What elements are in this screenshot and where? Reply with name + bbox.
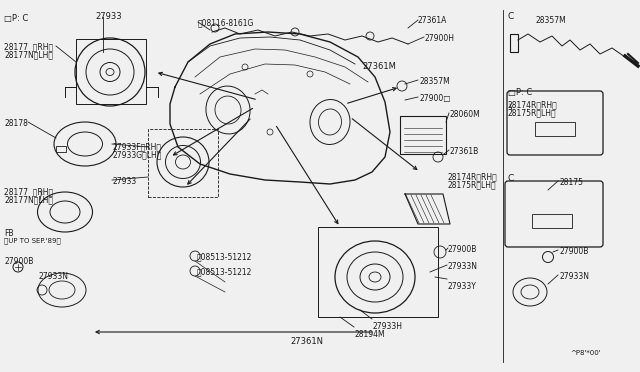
Text: 27900B: 27900B bbox=[448, 245, 477, 254]
Text: □P: C: □P: C bbox=[4, 14, 28, 23]
Text: 27933: 27933 bbox=[95, 12, 122, 21]
Text: Ⓢ08116-8161G: Ⓢ08116-8161G bbox=[198, 18, 254, 27]
Text: 【UP TO SEP.'89】: 【UP TO SEP.'89】 bbox=[4, 237, 61, 244]
Text: 28174R〈RH〉: 28174R〈RH〉 bbox=[508, 100, 557, 109]
Text: ^P8'*00': ^P8'*00' bbox=[570, 350, 600, 356]
Text: 27933: 27933 bbox=[112, 177, 136, 186]
Text: 28357M: 28357M bbox=[420, 77, 451, 86]
Text: Ⓢ08513-51212: Ⓢ08513-51212 bbox=[197, 267, 252, 276]
Text: 27361A: 27361A bbox=[418, 16, 447, 25]
Text: 27361N: 27361N bbox=[290, 337, 323, 346]
Bar bbox=[532, 214, 572, 228]
Text: FB: FB bbox=[4, 229, 13, 238]
Text: 27933N: 27933N bbox=[38, 272, 68, 281]
Text: 27933N: 27933N bbox=[448, 262, 478, 271]
Text: 27933H: 27933H bbox=[373, 322, 403, 331]
Text: 28178: 28178 bbox=[4, 119, 28, 128]
Bar bbox=[510, 34, 518, 52]
Text: 28177  〈RH〉: 28177 〈RH〉 bbox=[4, 187, 53, 196]
Text: Ⓢ08513-51212: Ⓢ08513-51212 bbox=[197, 252, 252, 261]
Bar bbox=[318, 227, 438, 317]
Text: 28177N〈LH〉: 28177N〈LH〉 bbox=[4, 50, 53, 59]
Text: 27900B: 27900B bbox=[560, 247, 589, 256]
Text: 27933F〈RH〉: 27933F〈RH〉 bbox=[112, 142, 161, 151]
Text: 27933N: 27933N bbox=[560, 272, 590, 281]
Text: 28175: 28175 bbox=[560, 178, 584, 187]
Text: 27933G〈LH〉: 27933G〈LH〉 bbox=[112, 150, 161, 159]
Text: 27900B: 27900B bbox=[4, 257, 33, 266]
Text: 28175R〈LH〉: 28175R〈LH〉 bbox=[448, 180, 497, 189]
Text: 28175R〈LH〉: 28175R〈LH〉 bbox=[508, 108, 557, 117]
Text: 27900H: 27900H bbox=[425, 34, 455, 43]
Text: 28177N〈LH〉: 28177N〈LH〉 bbox=[4, 195, 53, 204]
Text: 27361B: 27361B bbox=[450, 147, 479, 156]
Text: 28357M: 28357M bbox=[536, 16, 567, 25]
Text: 27361M: 27361M bbox=[362, 62, 396, 71]
Text: 27900□: 27900□ bbox=[420, 94, 451, 103]
Text: 28177  〈RH〉: 28177 〈RH〉 bbox=[4, 42, 53, 51]
Text: 28060M: 28060M bbox=[450, 110, 481, 119]
Text: C: C bbox=[508, 12, 515, 21]
Text: □P: C: □P: C bbox=[508, 88, 532, 97]
Bar bbox=[76, 39, 146, 104]
Bar bbox=[535, 122, 575, 136]
Text: 28174R〈RH〉: 28174R〈RH〉 bbox=[448, 172, 498, 181]
Bar bbox=[148, 129, 218, 197]
Text: 27933Y: 27933Y bbox=[448, 282, 477, 291]
Text: 28194M: 28194M bbox=[355, 330, 386, 339]
Bar bbox=[400, 116, 446, 154]
Bar bbox=[56, 146, 66, 152]
Text: C: C bbox=[508, 174, 515, 183]
